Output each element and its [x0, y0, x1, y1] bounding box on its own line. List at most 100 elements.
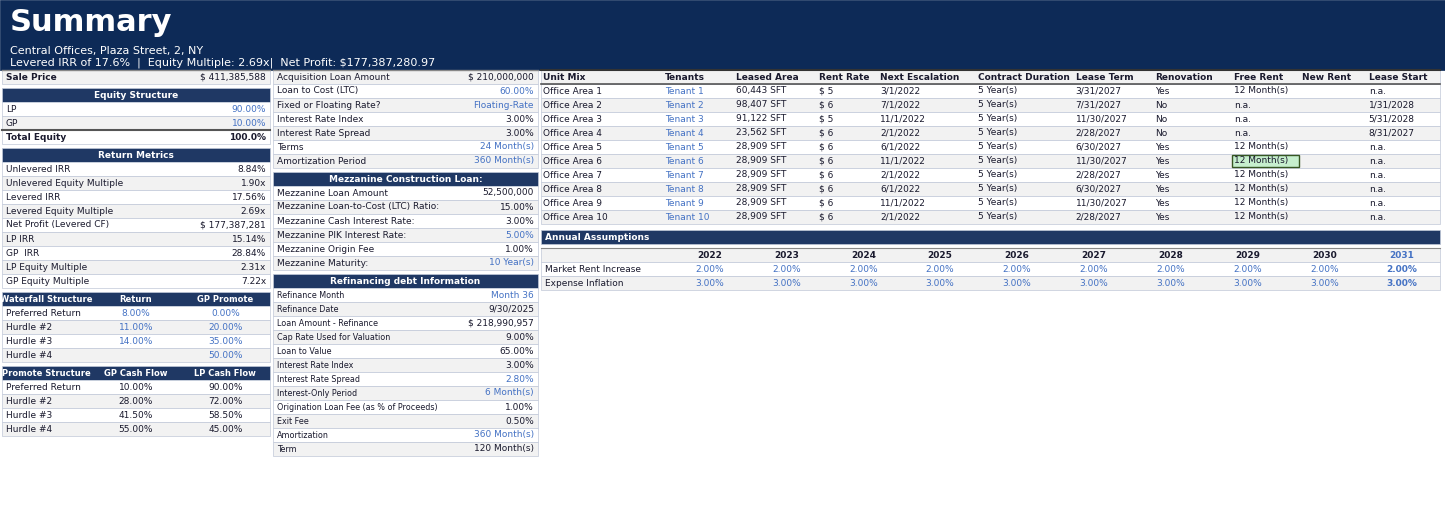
Text: 17.56%: 17.56%	[231, 193, 266, 202]
Text: 8.00%: 8.00%	[121, 309, 150, 318]
Text: Interest Rate Index: Interest Rate Index	[277, 114, 364, 123]
Text: 5 Year(s): 5 Year(s)	[978, 156, 1017, 165]
Bar	[1, 394, 270, 408]
Bar	[1, 116, 270, 130]
Text: 1.00%: 1.00%	[506, 244, 535, 253]
Text: LP Equity Multiple: LP Equity Multiple	[6, 263, 87, 271]
Text: Sale Price: Sale Price	[6, 73, 56, 81]
Bar	[273, 172, 538, 186]
Bar	[540, 168, 1441, 182]
Text: 3.00%: 3.00%	[1079, 279, 1108, 287]
Text: Interest Rate Index: Interest Rate Index	[277, 361, 354, 369]
Text: Lease Term: Lease Term	[1075, 73, 1133, 81]
Text: Mezzanine Loan-to-Cost (LTC) Ratio:: Mezzanine Loan-to-Cost (LTC) Ratio:	[277, 203, 439, 211]
Text: 360 Month(s): 360 Month(s)	[474, 430, 535, 439]
Text: Return Metrics: Return Metrics	[98, 151, 173, 160]
Text: Office Area 10: Office Area 10	[543, 212, 608, 222]
Bar	[540, 112, 1441, 126]
Text: Interest Rate Spread: Interest Rate Spread	[277, 128, 370, 137]
Text: Mezzanine PIK Interest Rate:: Mezzanine PIK Interest Rate:	[277, 231, 406, 239]
Text: Contract Duration: Contract Duration	[978, 73, 1069, 81]
Text: Lease Start: Lease Start	[1368, 73, 1428, 81]
Text: Interest Rate Spread: Interest Rate Spread	[277, 375, 360, 383]
Text: 100.0%: 100.0%	[228, 133, 266, 141]
Text: Unlevered Equity Multiple: Unlevered Equity Multiple	[6, 179, 123, 188]
Text: 2.00%: 2.00%	[1234, 265, 1261, 274]
Text: 6 Month(s): 6 Month(s)	[486, 388, 535, 397]
Bar	[540, 262, 1441, 276]
Bar	[540, 126, 1441, 140]
Text: 11/1/2022: 11/1/2022	[880, 156, 926, 165]
Text: Exit Fee: Exit Fee	[277, 416, 309, 425]
Text: Yes: Yes	[1155, 212, 1169, 222]
Bar	[273, 442, 538, 456]
Bar	[1, 292, 270, 306]
Bar	[273, 200, 538, 214]
Text: 2024: 2024	[851, 251, 876, 260]
Bar	[1, 260, 270, 274]
Text: Tenant 4: Tenant 4	[665, 128, 704, 137]
Text: 28,909 SFT: 28,909 SFT	[736, 142, 786, 151]
Text: LP IRR: LP IRR	[6, 235, 35, 243]
Text: GP Promote: GP Promote	[197, 295, 253, 304]
Bar	[273, 256, 538, 270]
Text: 3.00%: 3.00%	[506, 217, 535, 225]
Text: $ 218,990,957: $ 218,990,957	[468, 319, 535, 327]
Bar	[540, 248, 1441, 262]
Text: Cap Rate Used for Valuation: Cap Rate Used for Valuation	[277, 333, 390, 341]
Text: 2.00%: 2.00%	[926, 265, 955, 274]
Text: 2.00%: 2.00%	[1386, 265, 1418, 274]
Bar	[1, 306, 270, 320]
Text: Office Area 8: Office Area 8	[543, 184, 603, 194]
Text: 2.00%: 2.00%	[1079, 265, 1108, 274]
Text: Tenant 9: Tenant 9	[665, 198, 704, 208]
Text: Yes: Yes	[1155, 142, 1169, 151]
Bar	[273, 302, 538, 316]
Text: 15.00%: 15.00%	[500, 203, 535, 211]
Text: Hurdle #3: Hurdle #3	[6, 337, 52, 346]
Text: n.a.: n.a.	[1368, 198, 1386, 208]
Text: $ 6: $ 6	[819, 156, 834, 165]
Text: Next Escalation: Next Escalation	[880, 73, 959, 81]
Text: 28.00%: 28.00%	[118, 396, 153, 406]
Bar	[273, 386, 538, 400]
Bar	[273, 228, 538, 242]
Bar	[1, 148, 270, 162]
Text: 3.00%: 3.00%	[1234, 279, 1261, 287]
Bar	[273, 84, 538, 98]
Text: 5 Year(s): 5 Year(s)	[978, 184, 1017, 194]
Text: 2/28/2027: 2/28/2027	[1075, 128, 1121, 137]
Text: Tenant 2: Tenant 2	[665, 100, 704, 109]
Text: Amortization Period: Amortization Period	[277, 156, 366, 165]
Bar	[540, 70, 1441, 84]
Text: 14.00%: 14.00%	[118, 337, 153, 346]
Text: n.a.: n.a.	[1234, 114, 1251, 123]
Text: 72.00%: 72.00%	[208, 396, 243, 406]
Text: 98,407 SFT: 98,407 SFT	[736, 100, 786, 109]
Text: Mezzanine Maturity:: Mezzanine Maturity:	[277, 258, 368, 267]
Text: Hurdle #4: Hurdle #4	[6, 351, 52, 359]
Text: Summary: Summary	[10, 8, 172, 37]
Text: 11/1/2022: 11/1/2022	[880, 198, 926, 208]
Text: 3/1/2022: 3/1/2022	[880, 87, 920, 95]
Text: 5 Year(s): 5 Year(s)	[978, 100, 1017, 109]
Text: 2/1/2022: 2/1/2022	[880, 170, 920, 180]
Bar	[1, 162, 270, 176]
Text: Office Area 4: Office Area 4	[543, 128, 603, 137]
Text: n.a.: n.a.	[1368, 156, 1386, 165]
Text: 5/31/2028: 5/31/2028	[1368, 114, 1415, 123]
Text: Amortization: Amortization	[277, 430, 329, 439]
Text: 15.14%: 15.14%	[231, 235, 266, 243]
Bar	[1, 320, 270, 334]
Text: 11/30/2027: 11/30/2027	[1075, 114, 1127, 123]
Text: 90.00%: 90.00%	[231, 105, 266, 113]
Bar	[1, 88, 270, 102]
Text: Free Rent: Free Rent	[1234, 73, 1283, 81]
Text: $ 6: $ 6	[819, 142, 834, 151]
Bar	[273, 414, 538, 428]
Text: Refinance Date: Refinance Date	[277, 305, 338, 313]
Text: Waterfall Structure: Waterfall Structure	[0, 295, 92, 304]
Text: Return: Return	[120, 295, 152, 304]
Text: 1.90x: 1.90x	[240, 179, 266, 188]
Text: 3.00%: 3.00%	[1003, 279, 1032, 287]
